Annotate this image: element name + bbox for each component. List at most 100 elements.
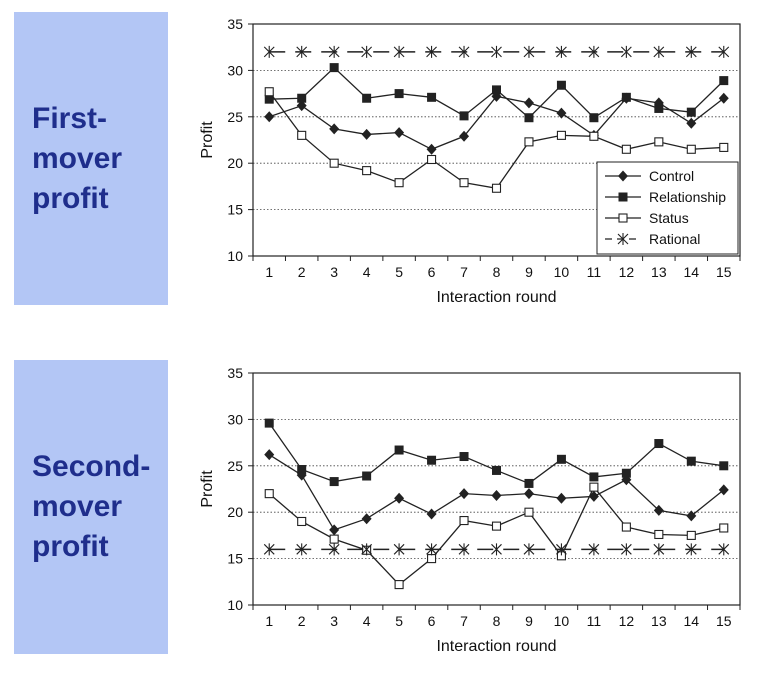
data-point — [296, 100, 307, 112]
data-point — [426, 508, 437, 520]
data-point — [588, 490, 599, 502]
x-tick-label: 4 — [363, 264, 371, 280]
x-tick-label: 7 — [460, 264, 468, 280]
data-point — [329, 534, 339, 544]
data-point — [719, 523, 729, 533]
y-tick-label: 20 — [227, 155, 243, 171]
data-point — [686, 530, 696, 540]
y-axis-label: Profit — [199, 121, 216, 159]
data-point — [686, 510, 697, 522]
x-tick-label: 3 — [330, 613, 338, 629]
data-point — [686, 117, 697, 129]
x-tick-label: 4 — [363, 613, 371, 629]
legend-marker — [618, 213, 628, 223]
x-tick-label: 15 — [716, 613, 732, 629]
x-tick-label: 6 — [428, 264, 436, 280]
data-point — [427, 554, 437, 564]
legend-label: Control — [649, 168, 694, 184]
data-point — [264, 87, 274, 97]
data-point — [654, 137, 664, 147]
data-point — [524, 507, 534, 517]
x-tick-label: 8 — [493, 264, 501, 280]
x-tick-label: 12 — [619, 613, 635, 629]
legend-label: Relationship — [649, 189, 726, 205]
y-tick-label: 35 — [227, 16, 243, 32]
x-tick-label: 13 — [651, 613, 667, 629]
data-point — [524, 137, 534, 147]
x-tick-label: 12 — [619, 264, 635, 280]
data-point — [459, 130, 470, 142]
data-point — [556, 45, 567, 58]
series-star — [263, 45, 730, 58]
data-point — [329, 123, 340, 135]
data-point — [393, 543, 405, 556]
data-point — [264, 449, 275, 461]
y-tick-label: 15 — [227, 551, 243, 567]
data-point — [556, 107, 567, 119]
data-point — [362, 471, 372, 481]
data-point — [458, 45, 470, 58]
data-point — [492, 85, 501, 95]
legend-label: Rational — [649, 231, 700, 247]
x-tick-label: 9 — [525, 613, 533, 629]
data-point — [653, 45, 665, 58]
data-point — [556, 543, 567, 556]
data-point — [427, 455, 437, 465]
data-point — [523, 543, 535, 556]
y-axis-label: Profit — [199, 470, 216, 508]
data-point — [589, 482, 599, 492]
legend-marker — [618, 192, 628, 202]
y-tick-label: 15 — [227, 202, 243, 218]
data-point — [296, 543, 308, 556]
x-tick-label: 2 — [298, 613, 306, 629]
y-tick-label: 30 — [227, 62, 243, 78]
series-square-filled — [264, 63, 729, 123]
data-point — [394, 580, 404, 590]
data-point — [361, 45, 373, 58]
legend-marker — [617, 233, 629, 245]
data-point — [491, 489, 502, 501]
data-point — [524, 478, 534, 488]
data-point — [621, 92, 631, 102]
y-tick-label: 10 — [227, 597, 243, 613]
plot-frame — [252, 372, 741, 606]
data-point — [426, 543, 437, 556]
data-point — [426, 143, 437, 155]
data-point — [361, 128, 372, 140]
data-point — [719, 142, 729, 152]
data-point — [653, 543, 665, 556]
data-point — [523, 97, 534, 109]
data-point — [621, 522, 631, 532]
data-point — [264, 111, 275, 123]
data-point — [328, 543, 340, 556]
series-square-filled — [264, 418, 729, 488]
data-point — [394, 492, 405, 504]
data-point — [686, 144, 696, 154]
data-point — [362, 166, 372, 176]
first-mover-panel-label: First- mover profit — [14, 12, 168, 305]
data-point — [264, 418, 274, 428]
data-point — [459, 178, 469, 188]
data-point — [393, 45, 405, 58]
data-point — [263, 543, 275, 556]
data-point — [459, 111, 469, 121]
data-point — [524, 113, 534, 123]
data-point — [427, 154, 437, 165]
data-point — [361, 543, 373, 556]
legend-label: Status — [649, 210, 689, 226]
data-point — [362, 93, 372, 103]
x-tick-label: 2 — [298, 264, 306, 280]
x-tick-label: 11 — [587, 613, 602, 629]
data-point — [297, 516, 307, 527]
data-point — [426, 45, 437, 58]
data-point — [654, 529, 664, 540]
x-tick-label: 10 — [554, 613, 570, 629]
data-point — [523, 45, 535, 58]
data-point — [589, 472, 599, 482]
data-point — [394, 127, 405, 139]
data-point — [297, 465, 307, 475]
data-point — [523, 488, 534, 500]
data-point — [556, 492, 567, 504]
data-point — [654, 439, 664, 449]
